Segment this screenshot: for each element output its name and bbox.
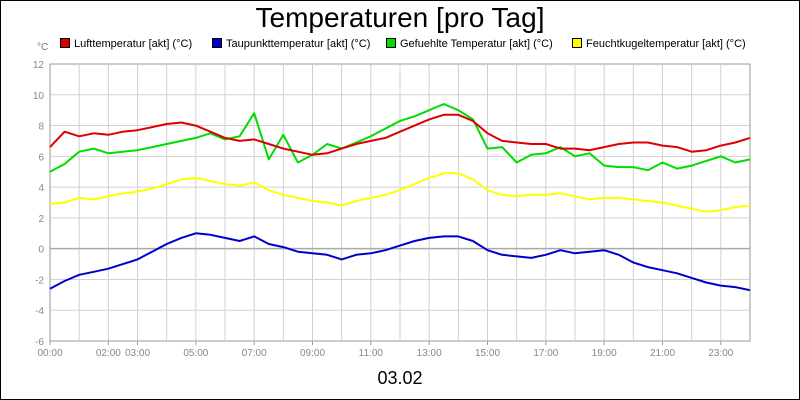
y-tick-label: -4 (35, 306, 44, 317)
x-tick-label: 02:00 (96, 348, 121, 359)
y-axis: 12 10 8 6 4 2 0 -2 -4 -6 (33, 60, 45, 348)
x-tick-label: 03:00 (125, 348, 150, 359)
y-tick-label: 8 (38, 122, 44, 133)
x-tick-label: 19:00 (592, 348, 617, 359)
series-lines (49, 103, 751, 292)
legend-label: Taupunkttemperatur [akt] (°C) (226, 38, 371, 50)
series-line-1 (49, 232, 751, 292)
x-tick-label: 09:00 (300, 348, 325, 359)
x-tick-label: 00:00 (37, 348, 62, 359)
legend-item-feuchtkugeltemperatur: Feuchtkugeltemperatur [akt] (°C) (572, 38, 746, 50)
y-tick-label: 0 (38, 245, 44, 256)
x-tick-label: 13:00 (417, 348, 442, 359)
series-line-0 (49, 113, 751, 156)
x-tick-label: 07:00 (242, 348, 267, 359)
x-tick-label: 11:00 (359, 348, 384, 359)
chart-title: Temperaturen [pro Tag] (255, 2, 545, 33)
legend-swatch-icon (386, 38, 396, 48)
y-tick-label: -6 (35, 337, 44, 348)
legend-swatch-icon (572, 38, 582, 48)
y-tick-label: -2 (35, 275, 44, 286)
x-tick-label: 23:00 (708, 348, 733, 359)
legend-label: Lufttemperatur [akt] (°C) (74, 38, 193, 50)
legend-item-taupunkttemperatur: Taupunkttemperatur [akt] (°C) (212, 38, 370, 50)
x-tick-label: 21:00 (650, 348, 675, 359)
legend-item-lufttemperatur: Lufttemperatur [akt] (°C) (60, 38, 192, 50)
x-tick-label: 15:00 (475, 348, 500, 359)
y-tick-label: 12 (33, 60, 45, 71)
x-tick-label: 05:00 (183, 348, 208, 359)
legend-swatch-icon (60, 38, 70, 48)
legend-label: Gefuehlte Temperatur [akt] (°C) (400, 38, 553, 50)
x-tick-label: 17:00 (533, 348, 558, 359)
series-line-3 (49, 172, 751, 213)
legend-item-gefuehlte-temperatur: Gefuehlte Temperatur [akt] (°C) (386, 38, 553, 50)
date-label: 03.02 (377, 368, 423, 388)
y-tick-label: 6 (38, 152, 44, 163)
legend-label: Feuchtkugeltemperatur [akt] (°C) (586, 38, 746, 50)
grid (50, 64, 750, 341)
x-axis: 00:00 02:00 03:00 05:00 07:00 09:00 11:00 13:00… (37, 341, 734, 359)
y-tick-label: 4 (38, 183, 44, 194)
legend-swatch-icon (212, 38, 222, 48)
y-axis-unit: °C (37, 42, 49, 53)
y-tick-label: 2 (38, 214, 44, 225)
series-line-2 (49, 103, 751, 173)
y-tick-label: 10 (33, 91, 45, 102)
